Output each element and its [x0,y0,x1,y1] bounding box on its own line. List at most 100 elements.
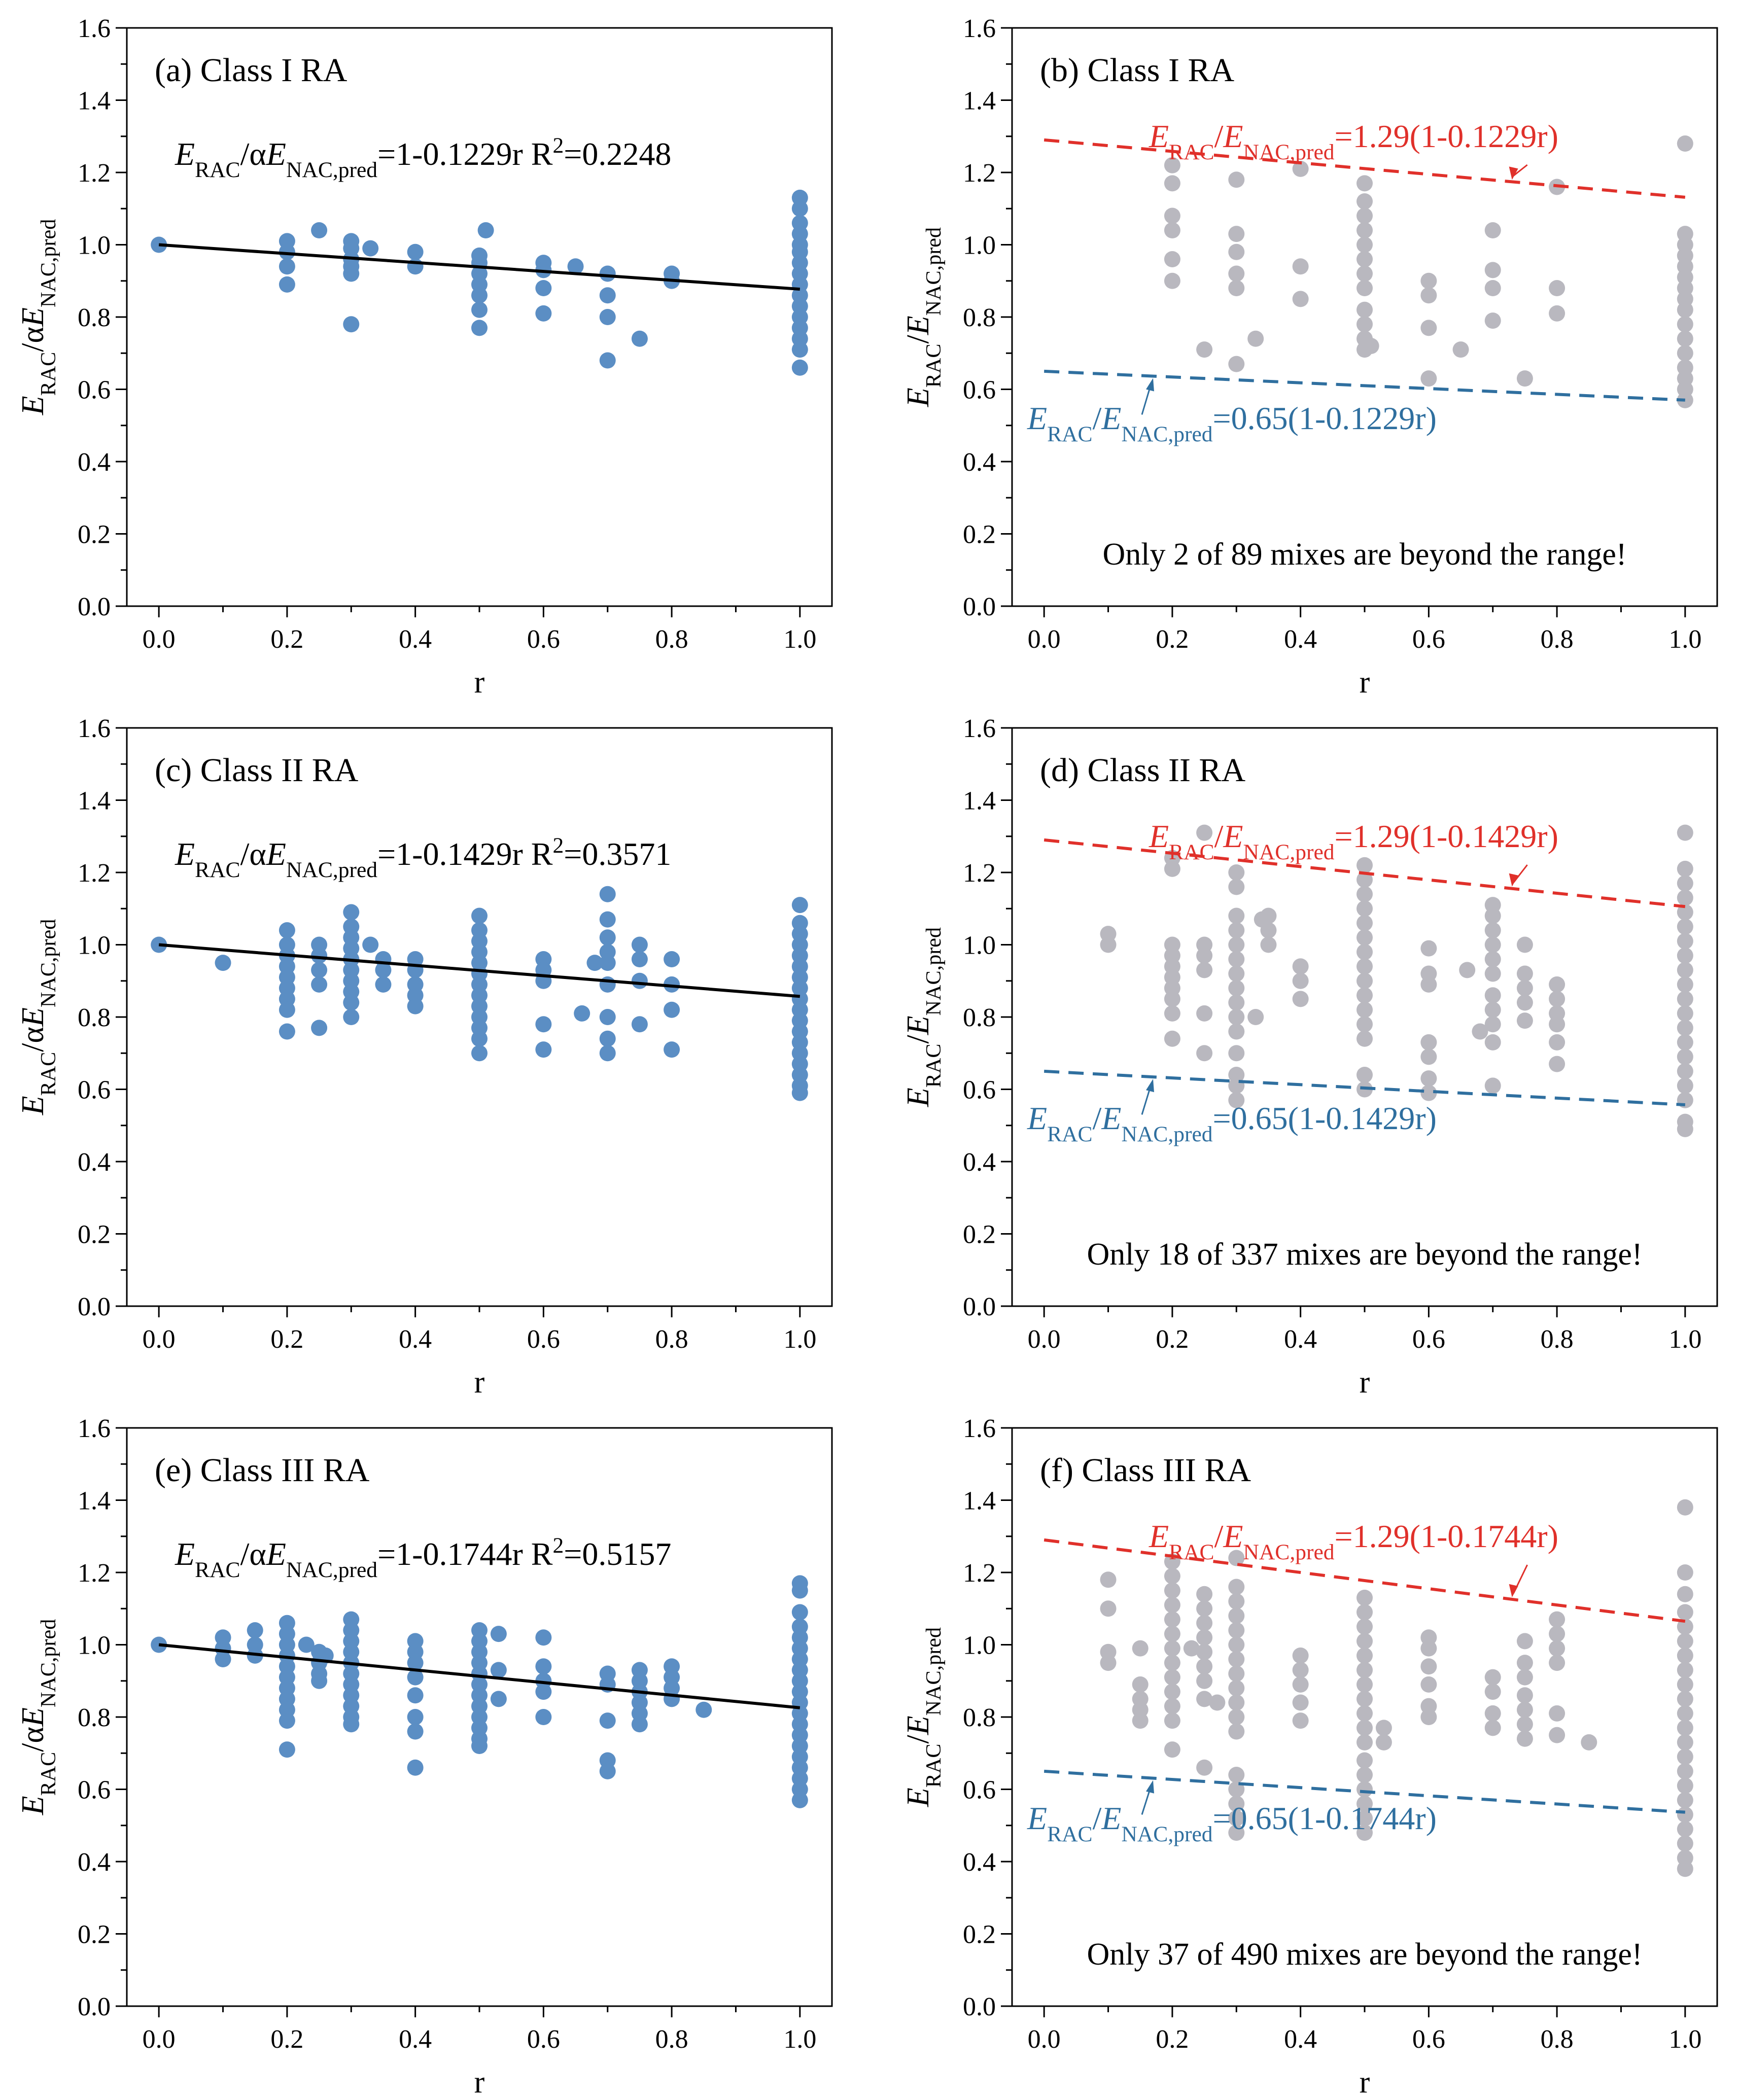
y-tick-label: 1.6 [78,1414,111,1443]
y-tick-label: 1.6 [963,714,996,743]
x-tick-label: 1.0 [1668,2025,1701,2054]
data-point [1228,1767,1245,1783]
data-point [311,1672,328,1689]
data-point [343,316,360,333]
x-tick-label: 0.8 [655,625,688,654]
data-point [664,1041,680,1058]
upper-bound-line [1044,138,1686,199]
y-tick-label: 0.0 [963,1292,996,1321]
data-point [1677,889,1693,906]
data-point [1357,1767,1373,1783]
data-point [1677,1835,1693,1852]
data-point [1357,301,1373,318]
upper-bound-equation: ERAC/ENAC,pred=1.29(1-0.1744r) [1149,1518,1558,1564]
data-point [311,976,328,993]
data-point [1677,1564,1693,1581]
data-point [1228,1550,1245,1566]
data-point [1292,160,1309,177]
data-point [1196,1045,1213,1062]
data-point [1228,864,1245,881]
data-point [1677,1633,1693,1650]
data-point [279,1001,295,1018]
y-tick-label: 1.4 [963,787,996,816]
y-tick-label: 0.0 [963,592,996,621]
data-point [1357,222,1373,238]
data-point [1484,1016,1501,1033]
data-point [1484,262,1501,278]
y-tick-label: 1.2 [963,1559,996,1588]
data-point [1132,1676,1149,1693]
range-note: Only 37 of 490 mixes are beyond the rang… [1087,1937,1642,1972]
data-point [1357,857,1373,873]
data-point [1357,1001,1373,1018]
data-point [1357,251,1373,267]
data-point [1549,305,1566,322]
data-point [1228,1092,1245,1108]
x-axis-title: r [474,1365,485,1399]
data-point [1516,980,1533,996]
data-point [1549,1626,1566,1642]
data-point [631,330,648,347]
y-tick-label: 0.6 [963,1076,996,1105]
data-point [1164,1611,1180,1628]
data-point [1164,175,1180,192]
y-axis-title: ERAC/αENAC,pred [16,919,60,1116]
data-point [1420,1070,1437,1087]
x-tick-label: 0.0 [143,625,176,654]
data-point [1292,1712,1309,1729]
fit-line [158,943,801,998]
data-point [1164,272,1180,289]
data-point [1357,1810,1373,1827]
data-point [1420,976,1437,993]
data-point [1164,157,1180,173]
data-point [1228,1651,1245,1667]
data-point [1164,251,1180,267]
x-tick-label: 0.4 [1284,625,1317,654]
data-point [599,929,616,946]
data-point [631,936,648,953]
data-point [1247,330,1264,347]
data-point [1228,226,1245,242]
x-axis-title: r [474,2065,485,2097]
data-point [1484,1720,1501,1736]
data-point [1484,951,1501,967]
data-point [1100,1655,1117,1671]
data-point [311,222,328,238]
upper-bound-equation: ERAC/ENAC,pred=1.29(1-0.1429r) [1149,818,1558,864]
data-point [1228,1796,1245,1812]
x-tick-label: 0.4 [1284,2025,1317,2054]
data-point [1164,1005,1180,1022]
data-point [1357,1647,1373,1664]
data-point [1357,886,1373,902]
x-axis-title: r [1360,665,1370,699]
lower-arrowhead [1146,1780,1154,1794]
panel-title: (f) Class III RA [1040,1452,1251,1489]
data-point [1357,1796,1373,1812]
data-point [535,305,552,322]
data-point [471,301,488,318]
data-point [1100,1571,1117,1588]
data-point [599,265,616,282]
y-tick-label: 1.2 [963,159,996,188]
y-tick-label: 0.2 [78,1220,111,1249]
y-tick-label: 0.2 [963,1220,996,1249]
y-tick-label: 0.4 [963,448,996,477]
data-point [599,309,616,325]
data-point [1677,1618,1693,1635]
data-point [1228,951,1245,967]
data-point [1549,1727,1566,1743]
x-tick-label: 1.0 [783,1325,816,1354]
data-point [1516,1633,1533,1650]
x-tick-label: 0.8 [1541,2025,1574,2054]
data-point [279,258,295,275]
data-point [1420,1676,1437,1693]
x-tick-label: 0.0 [1028,2025,1061,2054]
y-tick-label: 0.4 [963,1848,996,1877]
data-point [1292,1647,1309,1664]
lower-bound-line [1044,1769,1686,1814]
data-point [1357,1016,1373,1033]
x-tick-label: 0.8 [1541,625,1574,654]
data-point [375,976,392,993]
data-point [1677,1662,1693,1678]
data-point [1484,222,1501,238]
